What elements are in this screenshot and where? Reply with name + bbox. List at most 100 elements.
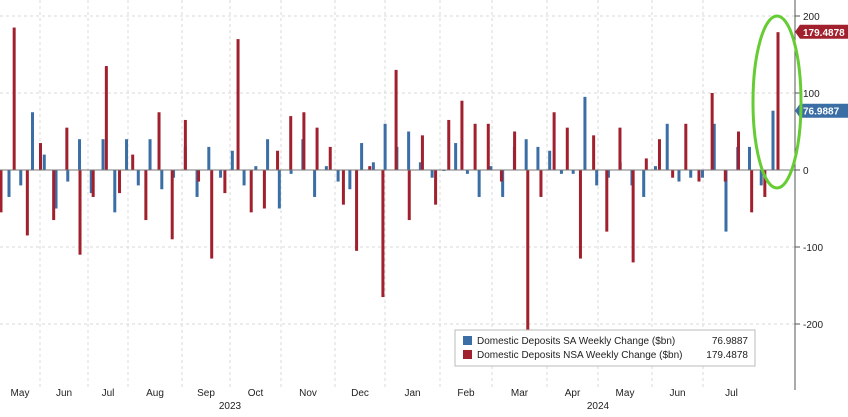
legend-value: 76.9887 — [712, 336, 749, 347]
sa-bar — [371, 162, 375, 170]
nsa-bar — [302, 112, 306, 170]
y-tick-label: 0 — [803, 166, 809, 177]
nsa-bar — [552, 112, 556, 170]
x-tick-label: Jun — [669, 388, 685, 399]
nsa-bar — [276, 150, 280, 170]
nsa-series — [0, 27, 780, 336]
nsa-bar — [144, 170, 148, 221]
legend-box — [454, 329, 756, 367]
sa-bar — [101, 139, 105, 170]
x-tick-label: May — [616, 388, 635, 399]
callout-value: 179.4878 — [803, 28, 845, 39]
nsa-bar — [394, 69, 398, 170]
highlight-ellipse — [751, 14, 803, 190]
sa-bar — [313, 170, 317, 197]
y-tick-label: 200 — [803, 12, 820, 23]
nsa-bar — [341, 170, 345, 205]
sa-bar — [148, 139, 152, 170]
sa-bar — [383, 123, 387, 170]
nsa-bar — [420, 135, 424, 170]
sa-bar — [747, 146, 751, 170]
nsa-bar — [565, 127, 569, 170]
legend-label: Domestic Deposits SA Weekly Change ($bn) — [477, 336, 675, 347]
sa-bar — [689, 170, 693, 178]
nsa-bar — [52, 170, 56, 221]
nsa-bar — [539, 170, 543, 197]
nsa-bar — [131, 154, 135, 170]
year-label: 2024 — [587, 401, 610, 412]
sa-bar — [595, 170, 599, 186]
nsa-bar — [12, 27, 16, 170]
sa-bar — [89, 170, 93, 194]
sa-series — [7, 96, 775, 232]
nsa-bar — [697, 170, 701, 182]
sa-bar — [712, 123, 716, 170]
nsa-bar — [118, 170, 122, 194]
callout-box — [795, 103, 848, 118]
sa-bar — [489, 166, 493, 170]
value-callout: 179.4878 — [795, 24, 848, 39]
nsa-bar — [289, 116, 293, 170]
nsa-bar — [631, 170, 635, 263]
sa-bar — [665, 123, 669, 170]
nsa-bar — [0, 170, 3, 213]
sa-bar — [54, 170, 58, 209]
year-label: 2023 — [219, 401, 242, 412]
sa-bar — [207, 146, 211, 170]
sa-bar — [19, 170, 23, 186]
x-tick-label: Aug — [146, 388, 164, 399]
y-axis: 200 100 0 -100 -200 — [795, 12, 823, 331]
sa-bar — [242, 170, 246, 186]
sa-bar — [336, 170, 340, 182]
nsa-bar — [170, 170, 174, 240]
sa-bar — [78, 139, 82, 170]
nsa-bar — [684, 123, 688, 170]
nsa-bar — [157, 112, 161, 170]
legend-swatch — [463, 336, 472, 345]
sa-bar — [324, 166, 328, 170]
nsa-bar — [328, 146, 332, 170]
sa-bar — [254, 166, 258, 170]
value-callouts: 179.4878 76.9887 — [795, 24, 848, 118]
nsa-bar — [776, 32, 780, 170]
nsa-bar — [499, 170, 503, 182]
nsa-bar — [210, 170, 214, 259]
nsa-bar — [183, 119, 187, 170]
nsa-bar — [434, 170, 438, 205]
nsa-bar — [236, 39, 240, 170]
sa-bar — [759, 170, 763, 186]
sa-bar — [219, 170, 223, 178]
legend-label: Domestic Deposits NSA Weekly Change ($bn… — [477, 350, 682, 361]
nsa-bar — [91, 170, 95, 197]
sa-bar — [501, 170, 505, 197]
sa-bar — [195, 170, 199, 197]
legend-swatch — [463, 350, 472, 359]
nsa-bar — [644, 158, 648, 170]
sa-bar — [454, 143, 458, 170]
y-tick-label: 100 — [803, 89, 820, 100]
nsa-bar — [249, 170, 253, 213]
nsa-bar — [78, 170, 82, 255]
nsa-bar — [407, 170, 411, 221]
nsa-bar — [65, 127, 69, 170]
x-tick-label: Apr — [565, 388, 581, 399]
nsa-bar — [104, 66, 108, 170]
nsa-bar — [578, 170, 582, 259]
nsa-bar — [223, 170, 227, 194]
x-tick-label: Sep — [197, 388, 215, 399]
sa-bar — [653, 166, 657, 170]
nsa-bar — [447, 119, 451, 170]
nsa-bar — [39, 143, 43, 170]
nsa-bar — [710, 93, 714, 170]
sa-bar — [724, 170, 728, 232]
sa-bar — [360, 143, 364, 170]
nsa-bar — [460, 100, 464, 170]
x-tick-label: Jul — [725, 388, 738, 399]
x-tick-label: Jul — [102, 388, 115, 399]
nsa-bar — [315, 127, 319, 170]
sa-bar — [583, 96, 587, 170]
x-axis: May Jun Jul Aug Sep Oct Nov Dec Jan Feb Mar Apr May J… — [11, 388, 738, 412]
sa-bar — [66, 170, 70, 182]
sa-bar — [477, 170, 481, 197]
